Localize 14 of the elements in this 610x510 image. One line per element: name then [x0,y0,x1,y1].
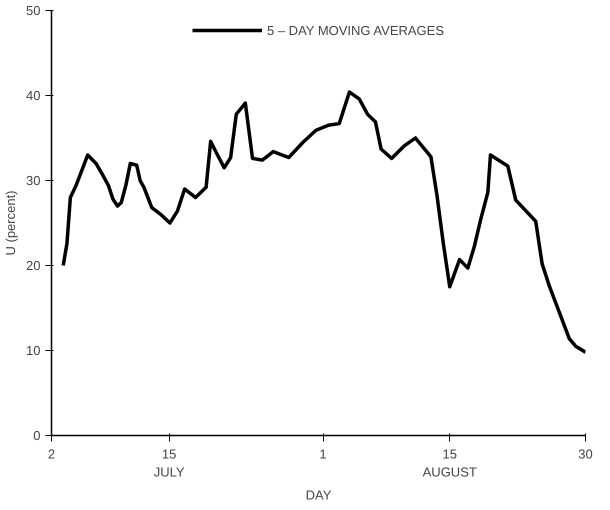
x-tick-label: 15 AUGUST [422,446,477,480]
y-tick-label: 0 [33,428,41,443]
x-axis-title: DAY [306,488,332,502]
x-tick-label: 15 JULY [154,446,185,480]
y-tick-label: 10 [26,343,41,358]
text: 5 – DAY MOVING AVERAGES [266,22,444,38]
x-tick-label: 1 [319,446,327,462]
y-tick-label: 30 [26,173,41,188]
x-tick-label: 30 [578,446,593,462]
x-tick-label: 2 [48,446,56,462]
y-tick-label: 50 [26,3,41,18]
y-tick-label: 40 [26,88,41,103]
y-axis-title: U (percent) [3,190,18,256]
y-tick-label: 20 [26,258,41,273]
